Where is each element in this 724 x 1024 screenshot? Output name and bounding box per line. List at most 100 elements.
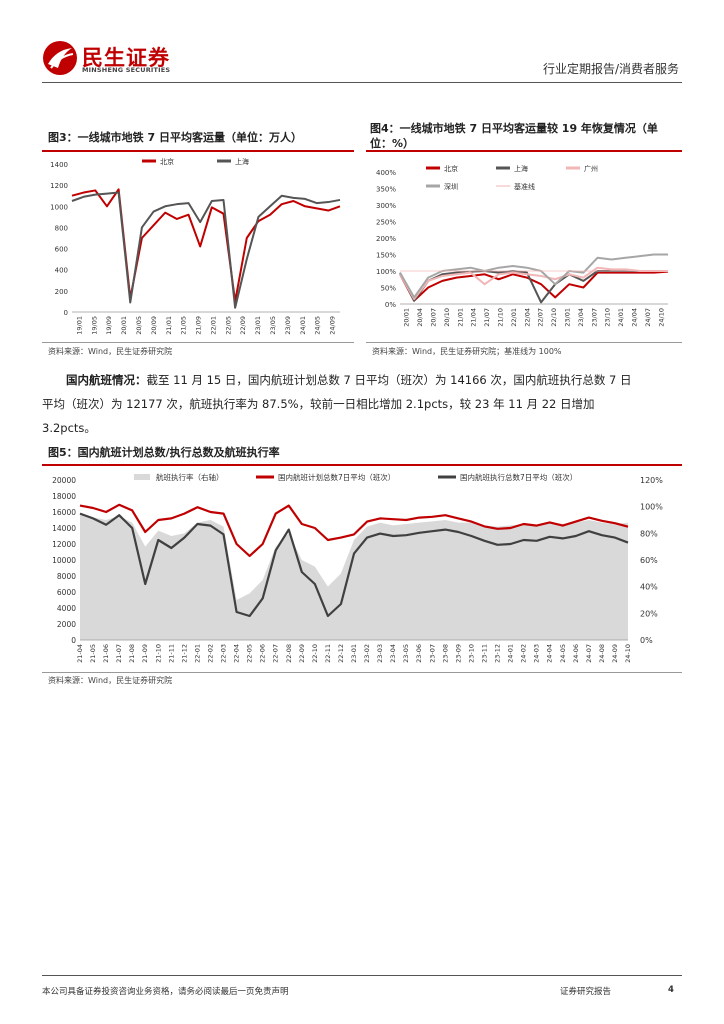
x-tick-label: 23-06 [415, 644, 423, 663]
series-line [72, 232, 340, 306]
y-tick-label: 0% [385, 301, 396, 309]
x-tick-label: 21-08 [128, 644, 136, 663]
x-tick-label: 22/10 [550, 308, 558, 327]
x-tick-label: 22-05 [246, 644, 254, 663]
y-tick-label: 250% [376, 219, 396, 227]
x-tick-label: 22/04 [523, 308, 531, 327]
x-tick-label: 24-01 [507, 644, 515, 663]
x-tick-label: 24/04 [631, 308, 639, 327]
x-tick-label: 23/05 [269, 316, 277, 335]
y2-tick-label: 80% [640, 529, 658, 538]
x-tick-label: 21-05 [89, 644, 97, 663]
x-tick-label: 23-12 [494, 644, 502, 663]
legend-label: 深圳 [444, 182, 458, 191]
logo-mark-icon [43, 41, 77, 75]
y-tick-label: 8000 [57, 572, 76, 581]
legend-label: 上海 [235, 157, 249, 166]
y-tick-label: 20000 [52, 476, 76, 485]
y2-tick-label: 100% [640, 503, 663, 512]
series-line [71, 191, 341, 309]
report-category: 行业定期报告/消费者服务 [542, 62, 679, 76]
fig4-title-rule [366, 150, 682, 152]
y-tick-label: 400% [376, 169, 396, 177]
x-tick-label: 24-04 [546, 644, 554, 663]
y-tick-label: 1000 [50, 203, 68, 211]
x-tick-label: 23-10 [467, 644, 475, 663]
x-tick-label: 21-10 [154, 644, 162, 663]
paragraph-text: 截至 11 月 15 日，国内航班计划总数 7 日平均（班次）为 14166 次… [42, 373, 632, 435]
legend-swatch [134, 474, 150, 480]
company-logo: 民生证券 MINSHENG SECURITIES [42, 40, 182, 80]
x-tick-label: 21-07 [115, 644, 123, 663]
x-tick-label: 19/01 [75, 316, 83, 335]
x-tick-label: 24-05 [559, 644, 567, 663]
x-tick-label: 24-08 [598, 644, 606, 663]
y2-tick-label: 120% [640, 476, 663, 485]
fig4-source-rule [366, 342, 682, 343]
x-tick-label: 22/07 [537, 308, 545, 327]
x-tick-label: 24-03 [533, 644, 541, 663]
y-tick-label: 1400 [50, 161, 68, 169]
x-tick-label: 22-10 [311, 644, 319, 663]
y-tick-label: 50% [380, 285, 396, 293]
legend-label: 上海 [514, 164, 528, 173]
x-tick-label: 23/04 [577, 308, 585, 327]
y-tick-label: 350% [376, 186, 396, 194]
y-tick-label: 1200 [50, 182, 68, 190]
legend-label: 广州 [584, 164, 598, 173]
x-tick-label: 22/01 [510, 308, 518, 327]
x-tick-label: 22-12 [337, 644, 345, 663]
x-tick-label: 24-10 [624, 644, 632, 663]
x-tick-label: 21/04 [470, 308, 478, 327]
x-tick-label: 21-11 [167, 644, 175, 663]
x-tick-label: 21-09 [141, 644, 149, 663]
x-tick-label: 24-06 [572, 644, 580, 663]
x-tick-label: 24-02 [520, 644, 528, 663]
x-tick-label: 19/09 [105, 316, 113, 335]
series-line [399, 266, 668, 301]
x-tick-label: 22-11 [324, 644, 332, 663]
series-line [79, 503, 629, 558]
x-tick-label: 20/10 [443, 308, 451, 327]
y-tick-label: 400 [55, 267, 68, 275]
y-tick-label: 300% [376, 202, 396, 210]
series-line [399, 270, 669, 302]
x-tick-label: 24/01 [299, 316, 307, 335]
x-tick-label: 24-09 [611, 644, 619, 663]
fig5-source: 资料来源：Wind，民生证券研究院 [48, 676, 173, 685]
paragraph-lead: 国内航班情况： [66, 373, 147, 387]
x-tick-label: 21-06 [102, 644, 110, 663]
fig3-source-rule [42, 342, 354, 343]
y2-tick-label: 40% [640, 583, 658, 592]
logo-text-en: MINSHENG SECURITIES [82, 66, 171, 74]
x-tick-label: 22-01 [193, 644, 201, 663]
series-line [71, 188, 341, 303]
x-tick-label: 23/01 [254, 316, 262, 335]
y-tick-label: 200 [55, 288, 68, 296]
y-tick-label: 800 [55, 224, 68, 232]
y-tick-label: 0 [64, 309, 68, 317]
legend-label: 基准线 [514, 182, 535, 191]
header-divider [42, 82, 682, 83]
x-tick-label: 23-11 [480, 644, 488, 663]
y-tick-label: 16000 [52, 508, 76, 517]
x-tick-label: 21-04 [76, 644, 84, 663]
x-tick-label: 22-09 [298, 644, 306, 663]
y-tick-label: 600 [55, 246, 68, 254]
x-tick-label: 20/04 [416, 308, 424, 327]
fig3-source: 资料来源：Wind，民生证券研究院 [48, 347, 173, 356]
flight-summary-paragraph: 国内航班情况：截至 11 月 15 日，国内航班计划总数 7 日平均（班次）为 … [42, 368, 642, 440]
x-tick-label: 23-07 [428, 644, 436, 663]
y2-tick-label: 60% [640, 556, 658, 565]
x-tick-label: 22-07 [272, 644, 280, 663]
x-tick-label: 23-03 [376, 644, 384, 663]
x-tick-label: 23/10 [604, 308, 612, 327]
series-area [80, 513, 628, 640]
x-tick-label: 24/01 [617, 308, 625, 327]
logo-text-cn: 民生证券 [82, 46, 170, 70]
x-tick-label: 23/01 [564, 308, 572, 327]
y-tick-label: 12000 [52, 540, 76, 549]
x-tick-label: 24/07 [644, 308, 652, 327]
footer-divider [42, 975, 682, 976]
x-tick-label: 20/05 [135, 316, 143, 335]
